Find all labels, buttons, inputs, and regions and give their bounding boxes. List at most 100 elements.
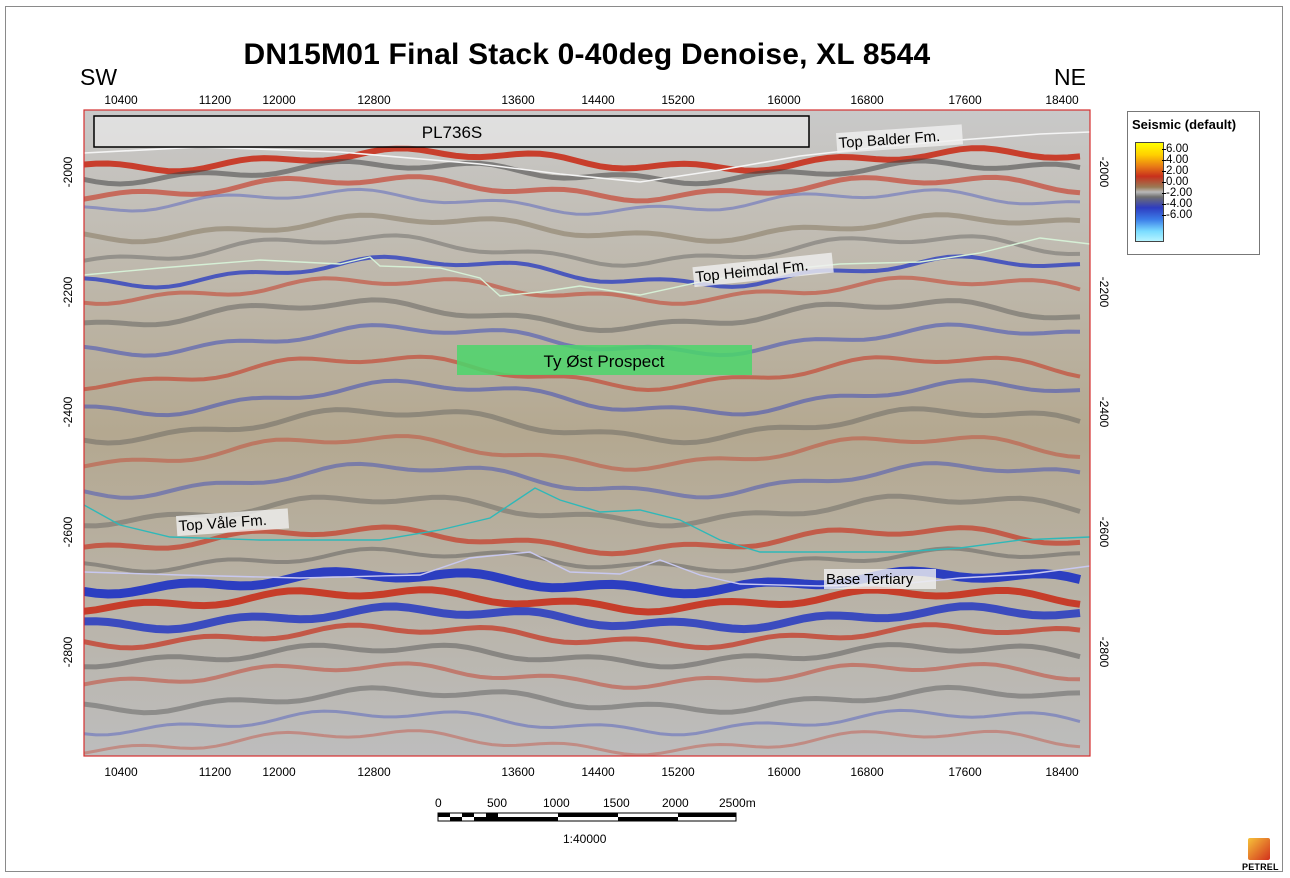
vale-label-bg (175, 508, 290, 537)
base-tertiary-label-group: Base Tertiary (824, 569, 936, 589)
reflector-band (84, 434, 1081, 472)
x-tick-label: 14400 (581, 93, 615, 107)
y-axis-left: -2000 -2200 -2400 -2600 -2800 (61, 156, 75, 667)
base-tertiary-label-bg (824, 569, 936, 589)
license-label: PL736S (422, 123, 483, 142)
x-axis-top: 10400 11200 12000 12800 13600 14400 1520… (104, 93, 1079, 107)
plot-title: DN15M01 Final Stack 0-40deg Denoise, XL … (243, 38, 931, 71)
direction-sw-label: SW (80, 64, 118, 90)
scale-segment (558, 813, 618, 817)
plot-frame (5, 6, 1283, 872)
vale-label: Top Våle Fm. (178, 512, 267, 535)
scale-label-1000: 1000 (543, 796, 570, 810)
reflector-band (84, 602, 1081, 634)
legend-title: Seismic (default) (1132, 117, 1237, 132)
y-tick-label: -2800 (61, 636, 75, 667)
y-axis-right: -2000 -2200 -2400 -2600 -2800 (1097, 157, 1111, 668)
petrel-logo-icon (1248, 838, 1270, 860)
y-tick-label: -2400 (61, 396, 75, 427)
x-tick-label: 12000 (262, 93, 296, 107)
scale-segment (450, 817, 462, 821)
reflector-band (84, 642, 1081, 670)
reflector-band (84, 145, 1081, 175)
y-tick-label: -2400 (1097, 397, 1111, 428)
reflector-band (84, 729, 1081, 756)
x-tick-label: 11200 (199, 765, 232, 779)
scale-segment (678, 813, 736, 817)
plot-border (83, 109, 1091, 757)
reflector-band (84, 708, 1081, 737)
legend-colorbar (1135, 142, 1164, 242)
legend-tick: 4.00 (1161, 154, 1189, 166)
y-tick-label: -2200 (61, 276, 75, 307)
y-tick-label: -2000 (1097, 157, 1111, 188)
reflector-band (84, 275, 1081, 306)
x-tick-label: 12000 (262, 765, 296, 779)
petrel-logo-text: PETREL (1242, 862, 1279, 872)
reflector-band (84, 684, 1081, 716)
x-tick-label: 16800 (850, 765, 884, 779)
horizon-top-heimdal-line[interactable] (83, 237, 1091, 297)
x-tick-label: 18400 (1045, 93, 1079, 107)
legend-tick: -2.00 (1161, 187, 1193, 199)
reflector-band (84, 406, 1081, 446)
petrel-logo: PETREL (1242, 838, 1279, 874)
x-tick-label: 13600 (501, 765, 535, 779)
base-tertiary-label: Base Tertiary (826, 571, 914, 588)
reflector-band (84, 661, 1081, 690)
y-tick-label: -2200 (1097, 277, 1111, 308)
y-tick-label: -2800 (1097, 637, 1111, 668)
x-tick-label: 16000 (767, 765, 801, 779)
scale-label-0: 0 (435, 796, 442, 810)
x-tick-label: 17600 (948, 93, 982, 107)
x-tick-label: 18400 (1045, 765, 1079, 779)
y-tick-label: -2000 (61, 156, 75, 187)
x-tick-label: 15200 (661, 93, 695, 107)
license-box[interactable] (93, 115, 810, 148)
seismic-legend[interactable]: Seismic (default) 6.00 4.00 2.00 0.00 -2… (1127, 111, 1260, 255)
x-tick-label: 13600 (501, 93, 535, 107)
reflector-band (84, 174, 1081, 204)
reflector-band (84, 586, 1081, 616)
horizon-top-vale-line[interactable] (83, 487, 1091, 553)
prospect-box[interactable] (457, 345, 752, 375)
legend-tick: -4.00 (1161, 198, 1193, 210)
reflector-band (84, 212, 1081, 245)
x-tick-label: 17600 (948, 765, 982, 779)
reflector-band (84, 354, 1081, 393)
reflector-band (84, 378, 1081, 418)
scale-bar (437, 812, 737, 822)
legend-tick: 6.00 (1161, 143, 1189, 155)
scale-segment (462, 813, 474, 817)
reflector-band (84, 233, 1081, 268)
reflector-band (84, 158, 1081, 187)
scale-ratio: 1:40000 (563, 832, 607, 846)
x-tick-label: 15200 (661, 765, 695, 779)
horizon-top-balder-line[interactable] (83, 131, 1091, 183)
x-tick-label: 14400 (581, 765, 615, 779)
reflector-band (84, 622, 1081, 651)
vale-label-group: Top Våle Fm. (175, 508, 290, 537)
legend-tick: 0.00 (1161, 176, 1189, 188)
reflector-band (84, 524, 1081, 557)
x-tick-label: 12800 (357, 93, 391, 107)
seismic-image (84, 110, 1090, 756)
reflector-band (84, 461, 1081, 500)
x-tick-label: 12800 (357, 765, 391, 779)
prospect-label: Ty Øst Prospect (544, 352, 665, 371)
heimdal-label-bg (692, 252, 834, 288)
x-tick-label: 10400 (104, 765, 138, 779)
reflector-band (84, 297, 1081, 334)
x-tick-label: 16800 (850, 93, 884, 107)
x-axis-bottom: 10400 11200 12000 12800 13600 14400 1520… (104, 765, 1079, 779)
y-tick-label: -2600 (1097, 517, 1111, 548)
reflector-band (84, 187, 1081, 216)
x-tick-label: 11200 (199, 93, 232, 107)
scale-segment (438, 813, 450, 817)
scale-label-2000: 2000 (662, 796, 689, 810)
legend-tick: -6.00 (1161, 209, 1193, 221)
balder-label-bg (835, 124, 964, 154)
scale-segment (618, 817, 678, 821)
